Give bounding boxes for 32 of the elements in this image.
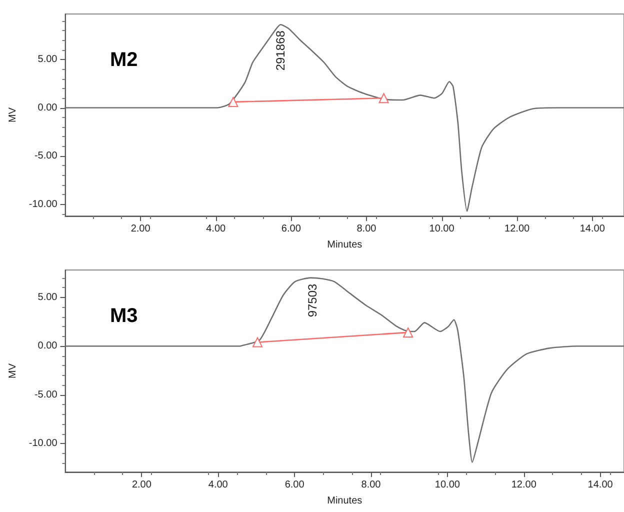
annotation: M2 — [110, 49, 138, 71]
y-tick-label: -5.00 — [34, 389, 58, 400]
y-tick-label: -10.00 — [28, 438, 58, 450]
annotation: 291868 — [274, 30, 288, 71]
y-tick-label: -5.00 — [34, 150, 58, 162]
x-tick-label: 10.00 — [429, 224, 455, 234]
x-tick-label: 8.00 — [361, 480, 382, 490]
annotation: M3 — [110, 305, 138, 327]
y-tick-label: 5.00 — [38, 292, 58, 303]
x-tick-label: 6.00 — [284, 480, 305, 490]
y-axis-title: MV — [8, 363, 18, 378]
x-tick-label: 6.00 — [281, 224, 302, 234]
line-series — [64, 277, 624, 463]
x-tick-label: 4.00 — [208, 480, 228, 490]
annotation: 97503 — [306, 283, 320, 318]
x-tick-label: 12.00 — [511, 480, 537, 490]
y-tick-label: 0.00 — [38, 340, 58, 352]
x-axis-title: Minutes — [327, 496, 362, 506]
line-series — [64, 24, 624, 212]
x-tick-label: 14.00 — [580, 224, 606, 234]
y-tick-label: -10.00 — [28, 198, 58, 210]
y-tick-label: 0.00 — [38, 102, 58, 114]
x-axis-title: Minutes — [327, 240, 362, 250]
y-axis-title: MV — [8, 107, 18, 122]
x-tick-label: 14.00 — [588, 480, 614, 490]
x-tick-label: 2.00 — [132, 480, 152, 490]
x-tick-label: 8.00 — [356, 224, 377, 234]
x-tick-label: 12.00 — [504, 224, 530, 234]
x-tick-label: 2.00 — [130, 224, 151, 234]
x-tick-label: 4.00 — [206, 224, 226, 234]
y-tick-label: 5.00 — [38, 54, 58, 65]
x-tick-label: 10.00 — [434, 480, 460, 490]
